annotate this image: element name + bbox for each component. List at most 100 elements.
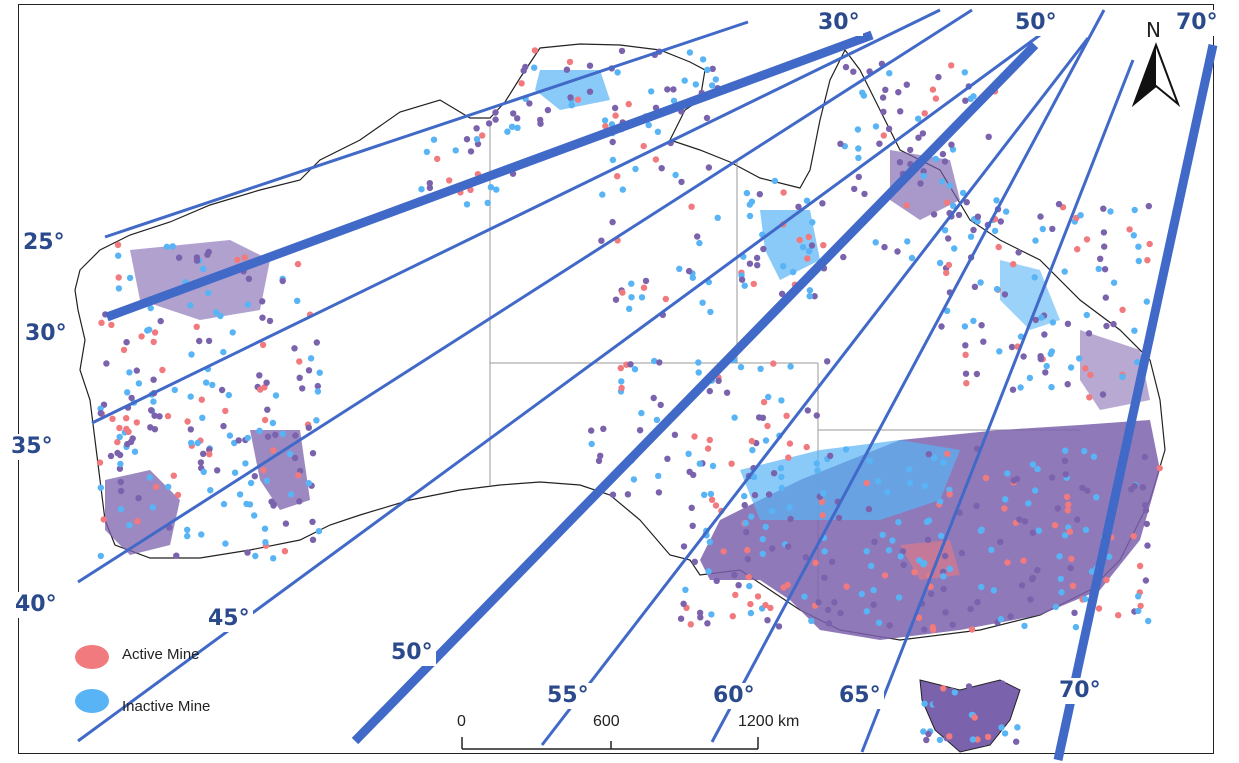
mine-marker [923,736,930,744]
mine-marker [156,413,163,420]
mine-marker [939,178,946,185]
mine-marker [148,407,155,414]
mine-marker [731,414,738,421]
mine-marker [704,66,711,74]
mine-marker [936,736,944,744]
angle-label-bottom-70: 70° [1056,678,1104,704]
mine-marker [206,451,213,458]
mine-marker [244,549,251,556]
line-50-deg [351,41,1039,745]
mine-marker [218,386,226,394]
mine-marker [1020,353,1027,360]
mine-marker [746,260,754,267]
mine-marker [701,491,708,498]
mine-marker [696,460,703,467]
mine-marker [609,491,617,498]
mine-marker [116,424,123,432]
mine-marker [920,168,927,175]
mine-marker [1087,371,1094,378]
mine-marker [200,468,207,475]
mine-marker [1145,202,1153,210]
mine-marker [207,487,214,494]
mine-marker [653,416,661,424]
mine-marker [1001,505,1008,512]
mine-marker [1014,724,1021,731]
mine-marker [654,128,662,135]
mine-marker [1002,496,1009,503]
mine-marker [630,476,638,483]
mine-marker [1135,607,1142,615]
mine-marker [151,426,159,433]
angle-label-left-30: 30° [22,321,70,347]
mine-marker [962,342,969,349]
mine-marker [778,473,785,481]
mine-marker [151,329,159,336]
mine-marker [973,370,981,378]
mine-marker [262,539,269,546]
mine-marker [750,473,758,481]
mine-marker [446,177,453,184]
mine-marker [135,380,143,387]
mine-marker [895,89,902,96]
mine-marker [762,601,769,609]
mine-marker [1043,362,1050,370]
mine-marker [804,407,811,414]
mine-marker [307,355,315,362]
legend-inactive-label: Inactive Mine [122,698,211,715]
mine-marker [744,546,751,554]
mine-marker [785,454,792,461]
mine-marker [916,557,923,564]
mine-marker [1016,516,1023,523]
mine-marker [531,47,539,54]
mine-marker [305,367,313,374]
mine-marker [787,363,794,370]
mine-marker [1064,381,1071,388]
mine-marker [563,66,571,73]
mine-marker [418,186,425,193]
mine-marker [100,516,107,523]
mine-marker [1034,566,1041,574]
mine-marker [680,543,688,550]
mine-marker [696,239,703,247]
mine-marker [827,452,834,459]
mine-marker [628,294,635,301]
mine-marker [287,491,295,498]
mine-marker [866,457,873,464]
mine-marker [670,86,677,93]
mine-marker [531,64,538,71]
mine-marker [745,573,752,581]
mine-marker [1064,320,1072,327]
mine-marker [811,293,818,300]
mine-marker [1130,533,1137,540]
mine-marker [1048,383,1055,391]
mine-marker [157,317,164,325]
mine-marker [1052,603,1060,611]
mine-marker [632,165,639,173]
mine-marker [602,123,609,130]
mine-marker [1049,225,1056,233]
mine-marker [728,460,735,467]
mine-marker [1141,453,1149,461]
mine-marker [831,599,838,606]
scale-bar [461,737,759,750]
mine-marker [430,136,438,143]
mine-marker [259,298,266,305]
mine-marker [820,490,827,497]
mine-marker [263,477,271,484]
mine-marker [1013,738,1020,745]
mine-marker [1001,291,1009,298]
mine-marker [656,359,663,366]
mine-marker [269,419,277,427]
mine-marker [126,369,133,376]
mine-marker [974,736,981,743]
mine-marker [1143,520,1151,528]
mine-marker [256,372,263,379]
mine-marker [1067,364,1075,371]
mine-marker [968,626,976,633]
mine-marker [313,417,320,424]
mine-marker [993,197,1000,204]
mine-marker [1131,206,1138,214]
mine-marker [1048,474,1056,481]
mine-marker [911,569,918,576]
mine-marker [696,609,704,616]
